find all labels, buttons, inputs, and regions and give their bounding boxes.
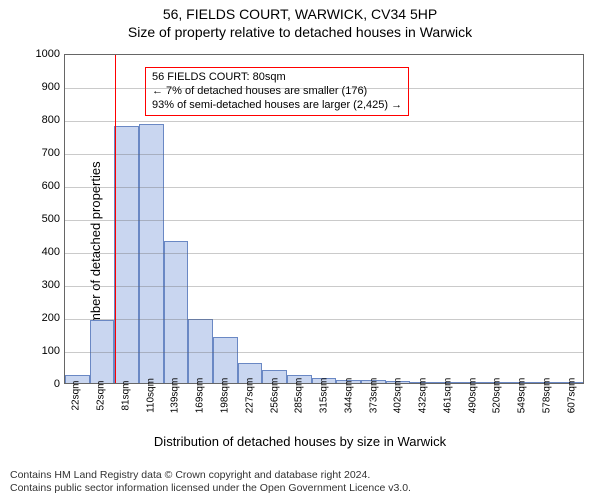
gridline xyxy=(65,286,583,287)
x-label-slot: 22sqm xyxy=(64,386,89,434)
bar-slot xyxy=(484,55,509,383)
bar-slot xyxy=(558,55,583,383)
x-label-slot: 432sqm xyxy=(411,386,436,434)
y-tick-label: 100 xyxy=(42,345,60,357)
x-label-slot: 490sqm xyxy=(460,386,485,434)
x-tick-label: 198sqm xyxy=(219,378,230,414)
gridline xyxy=(65,187,583,188)
y-tick-label: 0 xyxy=(54,378,60,390)
x-axis-title: Distribution of detached houses by size … xyxy=(0,434,600,449)
gridline xyxy=(65,319,583,320)
bar-slot xyxy=(534,55,559,383)
gridline xyxy=(65,220,583,221)
histogram-bar xyxy=(188,319,213,383)
x-tick-label: 432sqm xyxy=(418,378,429,414)
x-tick-label: 256sqm xyxy=(269,378,280,414)
x-label-slot: 198sqm xyxy=(213,386,238,434)
x-label-slot: 315sqm xyxy=(312,386,337,434)
y-tick-label: 600 xyxy=(42,180,60,192)
x-label-slot: 402sqm xyxy=(386,386,411,434)
annotation-line-1: 56 FIELDS COURT: 80sqm xyxy=(152,71,402,85)
x-tick-label: 344sqm xyxy=(343,378,354,414)
histogram-plot: 56 FIELDS COURT: 80sqm ← 7% of detached … xyxy=(64,54,584,384)
x-tick-label: 227sqm xyxy=(244,378,255,414)
x-tick-label: 461sqm xyxy=(442,378,453,414)
attribution-line-1: Contains HM Land Registry data © Crown c… xyxy=(10,469,411,483)
x-tick-label: 169sqm xyxy=(195,378,206,414)
x-label-slot: 256sqm xyxy=(262,386,287,434)
attribution-text: Contains HM Land Registry data © Crown c… xyxy=(10,469,411,496)
y-tick-label: 200 xyxy=(42,312,60,324)
x-label-slot: 169sqm xyxy=(188,386,213,434)
gridline xyxy=(65,253,583,254)
x-axis-labels: 22sqm52sqm81sqm110sqm139sqm169sqm198sqm2… xyxy=(64,386,584,434)
x-label-slot: 344sqm xyxy=(336,386,361,434)
x-tick-label: 315sqm xyxy=(319,378,330,414)
x-label-slot: 549sqm xyxy=(510,386,535,434)
bar-slot xyxy=(509,55,534,383)
bar-slot xyxy=(90,55,115,383)
y-tick-label: 1000 xyxy=(36,48,60,60)
x-tick-label: 607sqm xyxy=(566,378,577,414)
x-label-slot: 373sqm xyxy=(361,386,386,434)
x-label-slot: 607sqm xyxy=(559,386,584,434)
x-label-slot: 139sqm xyxy=(163,386,188,434)
annotation-line-2: ← 7% of detached houses are smaller (176… xyxy=(152,85,402,99)
y-tick-label: 300 xyxy=(42,279,60,291)
page-title-subtitle: Size of property relative to detached ho… xyxy=(0,22,600,46)
bar-slot xyxy=(410,55,435,383)
gridline xyxy=(65,121,583,122)
x-label-slot: 52sqm xyxy=(89,386,114,434)
x-tick-label: 52sqm xyxy=(96,380,107,410)
y-tick-label: 500 xyxy=(42,213,60,225)
chart-container: Number of detached properties 56 FIELDS … xyxy=(0,46,600,456)
x-tick-label: 110sqm xyxy=(145,378,156,413)
x-label-slot: 285sqm xyxy=(287,386,312,434)
x-tick-label: 578sqm xyxy=(541,378,552,414)
annotation-box: 56 FIELDS COURT: 80sqm ← 7% of detached … xyxy=(145,67,409,116)
x-tick-label: 81sqm xyxy=(120,380,131,410)
bar-slot xyxy=(460,55,485,383)
x-label-slot: 520sqm xyxy=(485,386,510,434)
bar-slot xyxy=(435,55,460,383)
bar-slot xyxy=(65,55,90,383)
gridline xyxy=(65,154,583,155)
x-tick-label: 139sqm xyxy=(170,378,181,414)
x-tick-label: 490sqm xyxy=(467,378,478,414)
x-tick-label: 373sqm xyxy=(368,378,379,414)
x-label-slot: 81sqm xyxy=(114,386,139,434)
page-title-address: 56, FIELDS COURT, WARWICK, CV34 5HP xyxy=(0,0,600,22)
x-tick-label: 22sqm xyxy=(71,380,82,410)
y-tick-label: 900 xyxy=(42,81,60,93)
gridline xyxy=(65,352,583,353)
property-marker-line xyxy=(115,55,116,383)
x-label-slot: 227sqm xyxy=(237,386,262,434)
x-label-slot: 578sqm xyxy=(535,386,560,434)
histogram-bar xyxy=(213,337,238,383)
histogram-bar xyxy=(114,126,139,383)
bar-slot xyxy=(114,55,139,383)
annotation-line-3: 93% of semi-detached houses are larger (… xyxy=(152,99,402,113)
histogram-bar xyxy=(164,241,189,383)
y-tick-label: 400 xyxy=(42,246,60,258)
x-tick-label: 402sqm xyxy=(393,378,404,414)
y-tick-label: 800 xyxy=(42,114,60,126)
gridline xyxy=(65,88,583,89)
x-label-slot: 110sqm xyxy=(138,386,163,434)
x-tick-label: 549sqm xyxy=(517,378,528,414)
attribution-line-2: Contains public sector information licen… xyxy=(10,482,411,496)
x-tick-label: 520sqm xyxy=(492,378,503,414)
x-tick-label: 285sqm xyxy=(294,378,305,414)
x-label-slot: 461sqm xyxy=(435,386,460,434)
y-tick-label: 700 xyxy=(42,147,60,159)
